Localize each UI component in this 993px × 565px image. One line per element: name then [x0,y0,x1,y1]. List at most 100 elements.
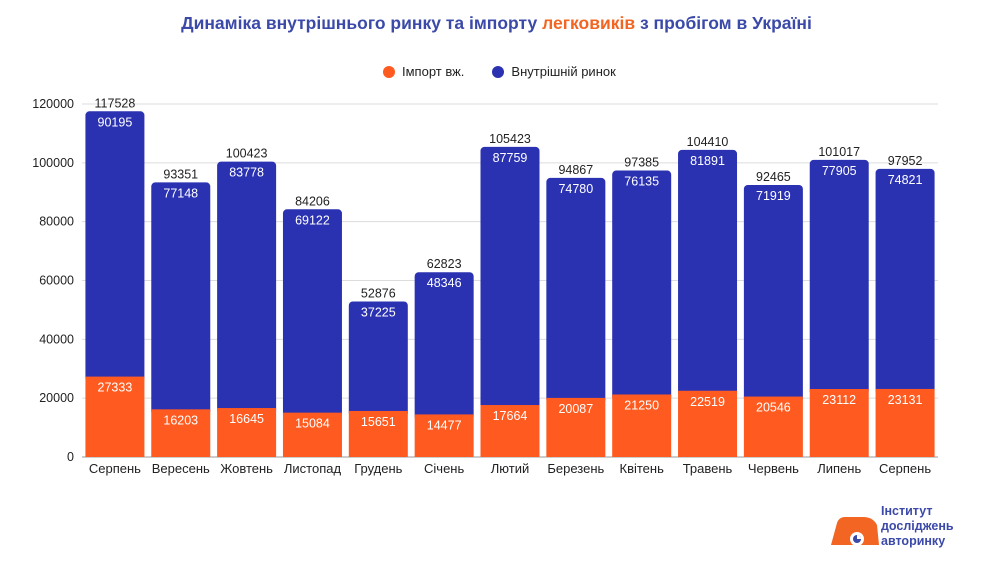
y-tick-label: 80000 [39,215,74,229]
total-label: 104410 [687,135,729,149]
total-label: 94867 [558,163,593,177]
import-value-label: 15651 [361,415,396,429]
title-part1: Динаміка внутрішнього ринку та імпорту [181,13,543,33]
domestic-value-label: 76135 [624,175,659,189]
total-label: 92465 [756,170,791,184]
bar-import [546,397,606,457]
bar-domestic [85,111,145,383]
legend-import-label: Імпорт вж. [402,64,465,79]
import-value-label: 20087 [558,402,593,416]
bar-domestic [217,161,277,415]
bar-import [151,409,211,457]
domestic-value-label: 71919 [756,189,791,203]
domestic-value-label: 90195 [98,115,133,129]
bar-domestic [282,209,342,419]
total-label: 84206 [295,194,330,208]
domestic-value-label: 74821 [888,173,923,187]
import-value-label: 20546 [756,401,791,415]
x-tick-label: Вересень [152,461,210,476]
domestic-value-label: 83778 [229,166,264,180]
bar-domestic [414,272,474,421]
bar-import [612,394,672,457]
title-part2: з пробігом в Україні [635,13,812,33]
import-value-label: 14477 [427,418,462,432]
bar-import [480,405,540,457]
y-tick-label: 120000 [32,97,74,111]
legend-import-marker [383,65,395,78]
domestic-value-label: 48346 [427,276,462,290]
import-value-label: 15084 [295,417,330,431]
bar-domestic [612,170,672,401]
x-tick-label: Листопад [284,461,342,476]
bar-import [85,376,145,457]
logo-line1: Інститут [881,504,933,518]
domestic-value-label: 87759 [493,151,528,165]
bar-domestic [875,168,935,395]
x-tick-label: Серпень [89,461,141,476]
bar-import [282,412,342,457]
x-tick-label: Травень [683,461,733,476]
title-highlight: легковиків [542,13,636,33]
y-tick-label: 40000 [39,332,74,346]
logo-line2: досліджень [881,519,954,533]
legend-item-domestic: Внутрішній ринок [492,64,616,79]
bar-import [875,388,935,457]
chart-title: Динаміка внутрішнього ринку та імпорту л… [0,13,993,34]
domestic-value-label: 69122 [295,213,330,227]
bar-domestic [546,177,606,404]
bar-import [217,408,277,457]
bar-import [348,410,408,457]
total-label: 97385 [624,156,659,170]
y-tick-label: 0 [67,450,74,464]
x-tick-label: Грудень [354,461,402,476]
x-tick-label: Квітень [620,461,665,476]
bar-domestic [151,182,211,416]
bar-domestic [678,149,738,397]
x-tick-label: Серпень [879,461,931,476]
bar-import [414,414,474,457]
total-label: 97952 [888,154,923,168]
import-value-label: 16645 [229,412,264,426]
bar-domestic [809,159,869,396]
import-value-label: 27333 [98,381,133,395]
domestic-value-label: 81891 [690,154,725,168]
import-value-label: 21250 [624,398,659,412]
import-value-label: 17664 [493,409,528,423]
import-value-label: 23131 [888,393,923,407]
total-label: 101017 [818,145,860,159]
x-tick-label: Січень [424,461,464,476]
y-tick-label: 100000 [32,156,74,170]
total-label: 93351 [163,167,198,181]
total-label: 52876 [361,286,396,300]
domestic-value-label: 77148 [163,186,198,200]
x-tick-label: Лютий [491,461,529,476]
bar-domestic [348,301,408,417]
bar-import [678,390,738,457]
logo-text: Інститут досліджень авторинку [881,504,954,549]
institute-logo-icon [831,517,879,546]
total-label: 62823 [427,257,462,271]
x-tick-label: Березень [547,461,604,476]
domestic-value-label: 37225 [361,305,396,319]
total-label: 117528 [95,96,136,110]
chart-legend: Імпорт вж. Внутрішній ринок [383,64,644,79]
total-label: 105423 [489,132,531,146]
import-value-label: 22519 [690,395,725,409]
x-tick-label: Жовтень [220,461,273,476]
domestic-value-label: 77905 [822,164,857,178]
bar-domestic [743,184,803,403]
x-tick-label: Червень [748,461,799,476]
x-tick-label: Липень [817,461,861,476]
import-value-label: 23112 [822,393,856,407]
legend-domestic-marker [492,65,505,78]
bar-domestic [480,146,540,412]
bar-import [809,389,869,457]
y-tick-label: 60000 [39,274,74,288]
logo-line3: авторинку [881,534,946,548]
import-value-label: 16203 [163,413,198,427]
bar-import [743,396,803,457]
domestic-value-label: 74780 [558,182,593,196]
legend-domestic-label: Внутрішній ринок [511,64,616,79]
total-label: 100423 [226,147,268,161]
